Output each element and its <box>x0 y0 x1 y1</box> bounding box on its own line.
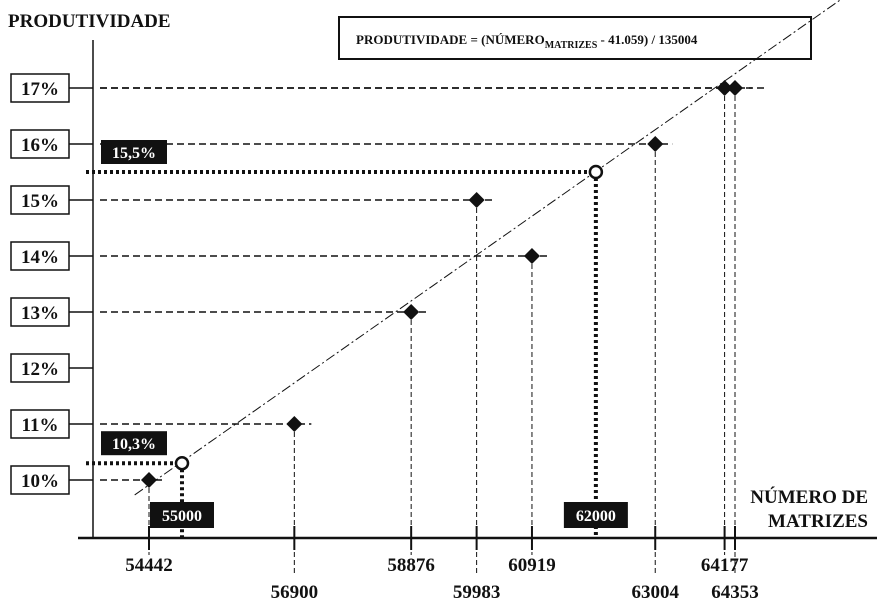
x-tick-label: 59983 <box>453 582 501 603</box>
y-callout-label: 15,5% <box>112 145 156 162</box>
y-tick-label: 15% <box>21 191 59 212</box>
y-tick: 11% <box>10 409 93 439</box>
data-point <box>286 416 303 432</box>
y-tick-label: 11% <box>22 415 59 436</box>
highlight-marker <box>588 164 604 180</box>
x-axis-title-line1: NÚMERO DE <box>750 486 868 508</box>
trend-line <box>134 0 842 496</box>
formula-suffix: - 41.059) / 135004 <box>597 32 698 47</box>
x-tick-label: 56900 <box>271 582 319 603</box>
y-callout-box <box>101 431 167 456</box>
x-callout-label: 62000 <box>576 508 616 525</box>
x-callout-box <box>149 502 214 528</box>
x-axis-title-line2: MATRIZES <box>768 511 868 532</box>
data-point <box>468 192 485 208</box>
y-tick: 15% <box>10 185 93 215</box>
y-tick: 10% <box>10 465 93 495</box>
data-point <box>523 248 540 264</box>
highlight-layer: 10,3% 55000 15,5% 62000 <box>86 140 628 538</box>
y-tick-label: 17% <box>21 79 59 100</box>
data-point <box>727 80 743 96</box>
y-tick: 13% <box>10 297 93 327</box>
y-tick-box <box>10 129 70 159</box>
data-point <box>141 472 157 488</box>
trend-layer <box>134 0 842 496</box>
y-tick: 12% <box>10 353 93 383</box>
highlight-marker <box>174 455 190 471</box>
data-point <box>403 304 420 320</box>
y-callout: 15,5% <box>101 140 167 164</box>
y-tick: 16% <box>10 129 93 159</box>
x-tick-label: 54442 <box>125 555 173 576</box>
y-tick-box <box>10 241 70 271</box>
x-tick-label: 63004 <box>631 582 679 603</box>
y-tick: 14% <box>10 241 93 271</box>
x-tick-label: 60919 <box>508 555 556 576</box>
formula-subscript: MATRIZES <box>545 40 598 51</box>
x-tick-label: 64177 <box>701 555 749 576</box>
y-tick-label: 13% <box>21 303 59 324</box>
x-callout: 55000 <box>149 502 214 528</box>
point-layer <box>141 80 743 488</box>
data-point <box>647 136 664 152</box>
y-tick-box <box>10 465 70 495</box>
y-tick-label: 16% <box>21 135 59 156</box>
x-tick-label: 58876 <box>387 555 435 576</box>
y-axis-title: PRODUTIVIDADE <box>8 11 171 32</box>
y-tick-label: 10% <box>21 471 59 492</box>
x-callout-box <box>563 502 628 528</box>
y-callout-box <box>101 140 167 164</box>
x-tick-layer: 54442 56900 58876 59983 60919 63004 64177 64353 <box>125 555 759 603</box>
y-tick-label: 12% <box>21 359 59 380</box>
grid-layer <box>100 87 765 575</box>
formula-box: PRODUTIVIDADE = (NÚMEROMATRIZES - 41.059… <box>338 16 812 60</box>
formula-text: PRODUTIVIDADE = (NÚMEROMATRIZES - 41.059… <box>356 32 698 51</box>
y-tick-label: 14% <box>21 247 59 268</box>
y-callout: 10,3% <box>101 431 167 456</box>
data-point <box>716 80 733 96</box>
x-callout-label: 55000 <box>162 508 202 525</box>
formula-prefix: PRODUTIVIDADE = (NÚMERO <box>356 32 545 47</box>
x-callout: 62000 <box>563 502 628 528</box>
y-tick-layer: 10% 11% 12% 13% 14% 15% 16% 17% <box>10 73 93 495</box>
y-tick-box <box>10 409 70 439</box>
x-tick-label: 64353 <box>711 582 759 603</box>
y-callout-label: 10,3% <box>112 436 156 453</box>
y-tick: 17% <box>10 73 93 103</box>
